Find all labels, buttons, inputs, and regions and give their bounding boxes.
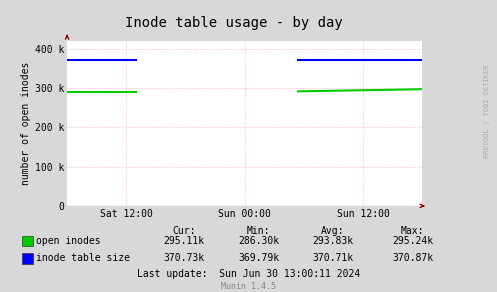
- Text: 295.11k: 295.11k: [164, 236, 204, 246]
- Text: RRDTOOL / TOBI OETIKER: RRDTOOL / TOBI OETIKER: [484, 64, 490, 158]
- Text: Inode table usage - by day: Inode table usage - by day: [125, 16, 342, 30]
- Text: Cur:: Cur:: [172, 226, 196, 236]
- Text: Avg:: Avg:: [321, 226, 345, 236]
- Text: 293.83k: 293.83k: [313, 236, 353, 246]
- Text: Munin 1.4.5: Munin 1.4.5: [221, 282, 276, 291]
- Text: inode table size: inode table size: [36, 253, 130, 263]
- Text: Last update:  Sun Jun 30 13:00:11 2024: Last update: Sun Jun 30 13:00:11 2024: [137, 269, 360, 279]
- Text: open inodes: open inodes: [36, 236, 101, 246]
- Text: 295.24k: 295.24k: [392, 236, 433, 246]
- Text: 286.30k: 286.30k: [238, 236, 279, 246]
- Text: 370.73k: 370.73k: [164, 253, 204, 263]
- Text: 370.87k: 370.87k: [392, 253, 433, 263]
- Text: 370.71k: 370.71k: [313, 253, 353, 263]
- Text: 369.79k: 369.79k: [238, 253, 279, 263]
- Y-axis label: number of open inodes: number of open inodes: [21, 62, 31, 185]
- Text: Max:: Max:: [401, 226, 424, 236]
- Text: Min:: Min:: [247, 226, 270, 236]
